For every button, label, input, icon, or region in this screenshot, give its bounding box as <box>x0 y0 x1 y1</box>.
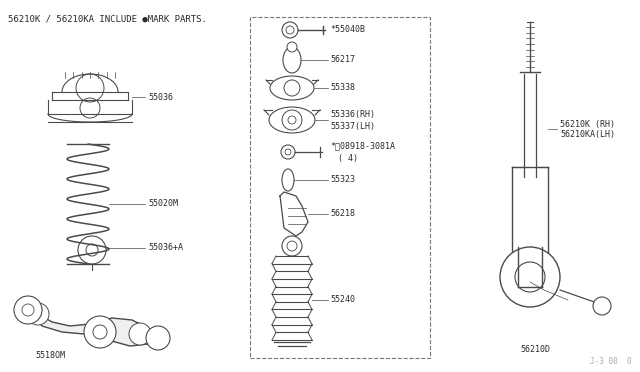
Text: 56210K / 56210KA INCLUDE ●MARK PARTS.: 56210K / 56210KA INCLUDE ●MARK PARTS. <box>8 14 207 23</box>
Circle shape <box>287 42 297 52</box>
Circle shape <box>129 323 151 345</box>
Text: 55336(RH): 55336(RH) <box>330 109 375 119</box>
Text: 56210KA(LH): 56210KA(LH) <box>560 129 615 138</box>
Circle shape <box>146 326 170 350</box>
Text: *⦉08918-3081A: *⦉08918-3081A <box>330 141 395 151</box>
Text: 56210K (RH): 56210K (RH) <box>560 119 615 128</box>
Ellipse shape <box>282 169 294 191</box>
Text: 55240: 55240 <box>330 295 355 305</box>
Ellipse shape <box>269 107 315 133</box>
Text: 55036: 55036 <box>148 93 173 102</box>
Ellipse shape <box>283 47 301 73</box>
Circle shape <box>14 296 42 324</box>
Circle shape <box>593 297 611 315</box>
Text: ( 4): ( 4) <box>338 154 358 163</box>
Bar <box>250 17 430 358</box>
Text: 55323: 55323 <box>330 176 355 185</box>
Text: 56210D: 56210D <box>520 346 550 355</box>
Text: 55337(LH): 55337(LH) <box>330 122 375 131</box>
Text: 5518OM: 5518OM <box>35 352 65 360</box>
Text: J-3 00  0: J-3 00 0 <box>590 357 632 366</box>
Ellipse shape <box>270 76 314 100</box>
Text: 55036+A: 55036+A <box>148 244 183 253</box>
Polygon shape <box>28 308 158 346</box>
Text: 55338: 55338 <box>330 83 355 93</box>
Text: 56218: 56218 <box>330 209 355 218</box>
Circle shape <box>282 236 302 256</box>
Text: 56217: 56217 <box>330 55 355 64</box>
Text: *55040B: *55040B <box>330 26 365 35</box>
Text: 55020M: 55020M <box>148 199 178 208</box>
Circle shape <box>500 247 560 307</box>
Circle shape <box>27 303 49 325</box>
Circle shape <box>84 316 116 348</box>
Polygon shape <box>280 192 308 236</box>
